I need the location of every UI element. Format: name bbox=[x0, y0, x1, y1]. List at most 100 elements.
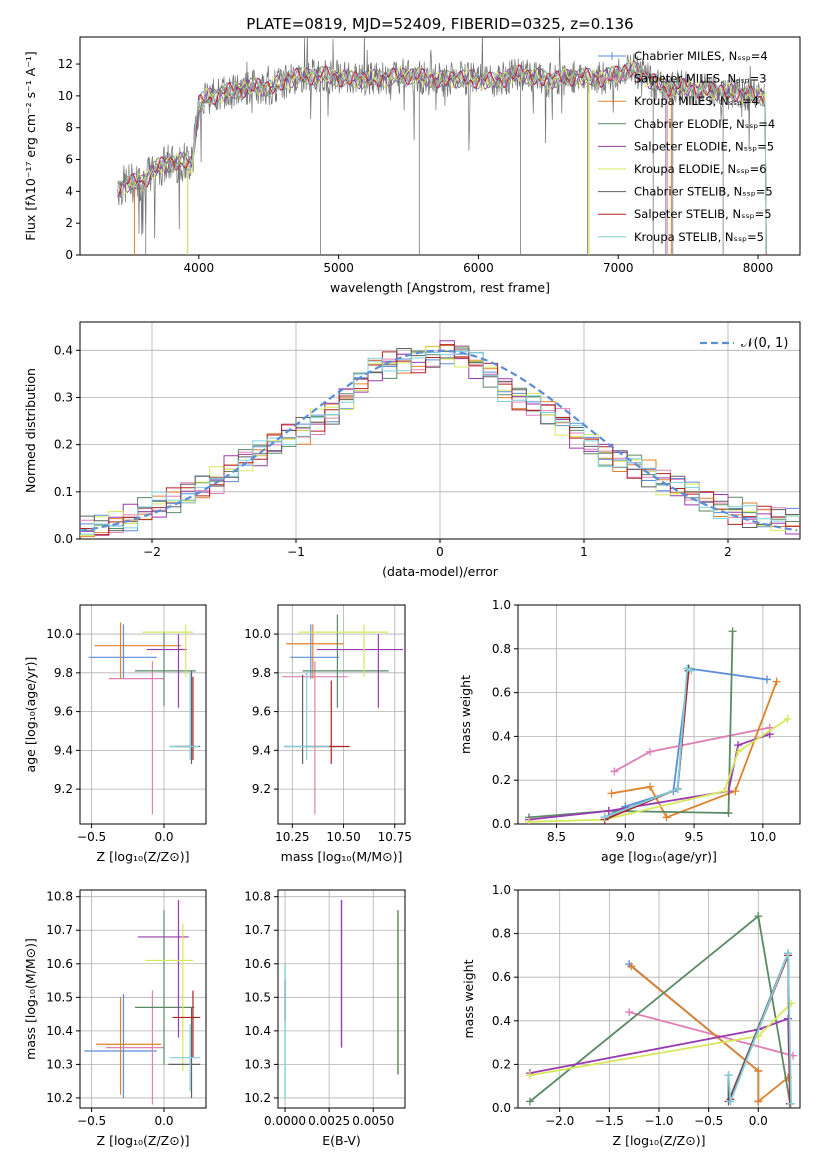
mass-weight-marker bbox=[600, 813, 609, 822]
y-tick-label: 1.0 bbox=[492, 883, 511, 897]
y-axis-label: Normed distribution bbox=[23, 368, 38, 493]
x-tick-label: 4000 bbox=[184, 261, 215, 275]
model-fit-line bbox=[117, 64, 767, 255]
y-tick-label: 0.4 bbox=[54, 343, 73, 357]
axes-frame bbox=[79, 604, 207, 825]
x-tick-label: −1.5 bbox=[595, 1114, 624, 1128]
mass-weight-marker bbox=[762, 675, 771, 684]
x-tick-label: 2 bbox=[724, 545, 732, 559]
x-axis-label: mass [log₁₀(M/M⊙)] bbox=[281, 849, 403, 864]
y-tick-label: 0.4 bbox=[492, 729, 511, 743]
mass-weight-marker bbox=[604, 806, 613, 815]
x-axis-label: Z [log₁₀(Z/Z⊙)] bbox=[613, 1133, 706, 1148]
mass-weight-marker bbox=[525, 817, 534, 824]
x-tick-label: 9.0 bbox=[616, 830, 635, 844]
mass-weight-marker bbox=[728, 627, 737, 636]
x-tick-label: 5000 bbox=[323, 261, 354, 275]
model-fit-line bbox=[117, 64, 767, 254]
mass-weight-line bbox=[613, 726, 770, 773]
legend-label: Kroupa MILES, Nₛₛₚ=4 bbox=[634, 94, 759, 108]
y-tick-label: 10.6 bbox=[46, 957, 73, 971]
x-tick-label: 7000 bbox=[603, 261, 634, 275]
x-tick-label: 0 bbox=[436, 545, 444, 559]
legend-label: Kroupa STELIB, Nₛₛₚ=5 bbox=[634, 230, 764, 244]
x-tick-label: −2 bbox=[143, 545, 161, 559]
mass-weight-marker bbox=[525, 1097, 534, 1106]
y-tick-label: 10 bbox=[58, 89, 73, 103]
mass-weight-marker bbox=[772, 677, 781, 686]
y-tick-label: 10.3 bbox=[46, 1057, 73, 1071]
y-tick-label: 0.0 bbox=[54, 532, 73, 546]
residual-histogram bbox=[80, 350, 800, 535]
mass-weight-line bbox=[604, 670, 690, 821]
x-axis-label: Z [log₁₀(Z/Z⊙)] bbox=[97, 1133, 190, 1148]
mass-weight-line bbox=[528, 718, 789, 823]
y-tick-label: 9.8 bbox=[252, 666, 271, 680]
axes-frame bbox=[517, 889, 801, 1109]
legend-label: Salpeter ELODIE, Nₛₛₚ=5 bbox=[634, 139, 774, 153]
x-axis-label: (data-model)/error bbox=[382, 564, 499, 579]
mass-weight-marker bbox=[625, 1008, 634, 1017]
x-tick-label: 8.5 bbox=[547, 830, 566, 844]
x-axis-label: Z [log₁₀(Z/Z⊙)] bbox=[97, 849, 190, 864]
axes-frame bbox=[79, 321, 801, 540]
mass-weight-line bbox=[528, 733, 770, 821]
y-tick-label: 9.2 bbox=[54, 782, 73, 796]
mass-weight-marker bbox=[610, 767, 619, 776]
mass-weight-marker bbox=[754, 912, 763, 921]
mass-weight-line bbox=[529, 1017, 791, 1104]
legend-label: Chabrier MILES, Nₛₛₚ=4 bbox=[634, 49, 768, 63]
y-tick-label: 9.4 bbox=[54, 743, 73, 757]
plot-area-age-vs-mass bbox=[282, 614, 403, 815]
plot-area-mass-vs-EBV bbox=[284, 900, 399, 1098]
y-tick-label: 10.4 bbox=[244, 1024, 271, 1038]
x-tick-label: 0.0000 bbox=[264, 1114, 306, 1128]
x-tick-label: −1 bbox=[287, 545, 305, 559]
x-tick-label: −0.5 bbox=[77, 830, 106, 844]
y-axis-label: mass weight bbox=[461, 959, 476, 1038]
x-tick-label: −2.0 bbox=[545, 1114, 574, 1128]
mass-weight-marker bbox=[783, 714, 792, 723]
plot-area-weight-vs-age bbox=[525, 627, 792, 824]
y-tick-label: 1.0 bbox=[492, 598, 511, 612]
gaussian-curve bbox=[80, 349, 798, 532]
mass-weight-marker bbox=[525, 1071, 534, 1080]
y-axis-label: age [log₁₀(age/yr)] bbox=[23, 657, 38, 773]
mass-weight-marker bbox=[787, 1099, 796, 1108]
y-tick-label: 0.2 bbox=[492, 1057, 511, 1071]
mass-weight-marker bbox=[646, 782, 655, 791]
y-tick-label: 0.2 bbox=[492, 773, 511, 787]
x-tick-label: 0.0 bbox=[154, 830, 173, 844]
mass-weight-line bbox=[529, 914, 791, 1104]
y-tick-label: 0.4 bbox=[492, 1014, 511, 1028]
mass-weight-marker bbox=[662, 813, 671, 822]
plot-area-residuals bbox=[80, 340, 800, 538]
plot-area-spectrum bbox=[117, 37, 767, 255]
y-tick-label: 0.8 bbox=[492, 642, 511, 656]
legend-label: Chabrier STELIB, Nₛₛₚ=5 bbox=[634, 185, 773, 199]
model-fit-line bbox=[117, 59, 767, 251]
x-tick-label: 0.0050 bbox=[352, 1114, 394, 1128]
x-tick-label: 6000 bbox=[463, 261, 494, 275]
axes-frame bbox=[79, 889, 207, 1109]
y-tick-label: 10.6 bbox=[244, 957, 271, 971]
axes-frame bbox=[79, 36, 801, 256]
mass-weight-marker bbox=[687, 666, 696, 675]
y-axis-label: mass weight bbox=[458, 675, 473, 754]
y-tick-label: 12 bbox=[58, 57, 73, 71]
plot-area-age-vs-Z bbox=[88, 622, 201, 815]
x-tick-label: 10.0 bbox=[749, 830, 776, 844]
y-axis-label: mass [log₁₀(M/M⊙)] bbox=[23, 938, 38, 1060]
y-tick-label: 0.3 bbox=[54, 390, 73, 404]
y-tick-label: 10.7 bbox=[46, 923, 73, 937]
mass-weight-line bbox=[628, 1011, 794, 1057]
axes-frame bbox=[277, 889, 406, 1109]
x-tick-label: 8000 bbox=[743, 261, 774, 275]
y-tick-label: 9.6 bbox=[252, 705, 271, 719]
y-tick-label: 10.0 bbox=[244, 627, 271, 641]
x-axis-label: age [log₁₀(age/yr)] bbox=[601, 849, 717, 864]
x-tick-label: 1 bbox=[580, 545, 588, 559]
mass-weight-marker bbox=[683, 664, 692, 673]
y-tick-label: 10.8 bbox=[244, 890, 271, 904]
